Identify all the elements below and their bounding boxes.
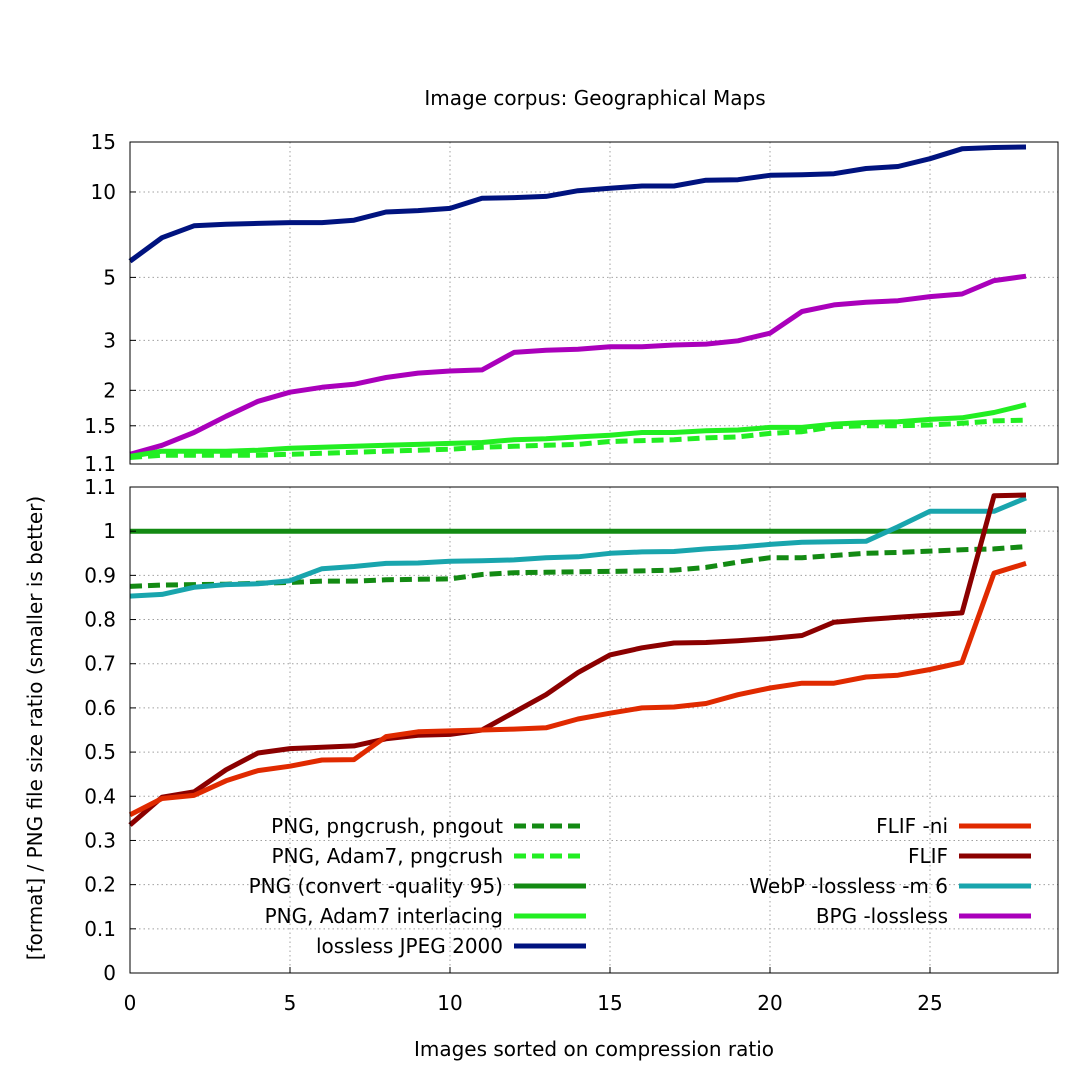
bottom-y-tick-label: 1 (103, 519, 116, 543)
bottom-y-tick-label: 0.5 (84, 740, 116, 764)
top-panel-frame (129, 141, 1059, 465)
x-axis-label: Images sorted on compression ratio (414, 1037, 774, 1061)
top-y-tick-label: 2 (103, 378, 116, 402)
legend-label-png-adam7-interlacing: PNG, Adam7 interlacing (265, 904, 503, 928)
bottom-y-tick-label: 0.1 (84, 917, 116, 941)
bottom-y-tick-label: 0.6 (84, 696, 116, 720)
series-line-flif-ni (128, 561, 1027, 818)
top-y-tick-label: 10 (91, 180, 116, 204)
series-line-png-adam7-interlacing (129, 402, 1027, 459)
bottom-y-tick-label: 0 (103, 961, 116, 985)
bottom-y-tick-label: 0.2 (84, 873, 116, 897)
x-tick-label: 25 (917, 991, 942, 1015)
series-line-bpg-lossless (129, 273, 1027, 457)
bottom-y-tick-label: 0.7 (84, 652, 116, 676)
x-tick-label: 15 (597, 991, 622, 1015)
legend-label-lossless-jpeg-2000: lossless JPEG 2000 (316, 934, 503, 958)
bottom-y-tick-label: 0.4 (84, 784, 116, 808)
legend-label-flif-ni: FLIF -ni (876, 814, 948, 838)
x-tick-label: 5 (284, 991, 297, 1015)
top-y-tick-label: 1.1 (84, 452, 116, 476)
bottom-y-tick-label: 1.1 (84, 475, 116, 499)
bottom-y-tick-label: 0.9 (84, 563, 116, 587)
legend-label-png-convert-quality-95: PNG (convert -quality 95) (249, 874, 503, 898)
bottom-panel-frame (129, 486, 1059, 974)
legend-label-webp-lossless-m-6: WebP -lossless -m 6 (749, 874, 948, 898)
series-line-webp-lossless-m-6 (129, 495, 1027, 599)
legend-label-bpg-lossless: BPG -lossless (816, 904, 948, 928)
bottom-y-tick-label: 0.8 (84, 608, 116, 632)
top-y-tick-label: 1.5 (84, 414, 116, 438)
top-y-tick-label: 15 (91, 130, 116, 154)
series-line-lossless-jpeg-2000 (128, 144, 1027, 264)
x-tick-label: 10 (437, 991, 462, 1015)
top-y-tick-label: 3 (103, 328, 116, 352)
chart-title: Image corpus: Geographical Maps (424, 86, 765, 110)
top-y-tick-label: 5 (103, 265, 116, 289)
series-line-png-adam7-pngcrush (129, 417, 1027, 460)
legend-label-flif: FLIF (908, 844, 948, 868)
legend-label-png-pngcrush-pngout: PNG, pngcrush, pngout (271, 814, 503, 838)
bottom-y-tick-label: 0.3 (84, 828, 116, 852)
x-tick-label: 20 (757, 991, 782, 1015)
series-line-flif (128, 492, 1027, 827)
y-axis-label: [format] / PNG file size ratio (smaller … (23, 496, 47, 960)
x-tick-label: 0 (124, 991, 137, 1015)
legend-label-png-adam7-pngcrush: PNG, Adam7, pngcrush (272, 844, 504, 868)
